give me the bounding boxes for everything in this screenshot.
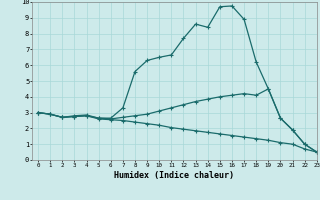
- X-axis label: Humidex (Indice chaleur): Humidex (Indice chaleur): [115, 171, 234, 180]
